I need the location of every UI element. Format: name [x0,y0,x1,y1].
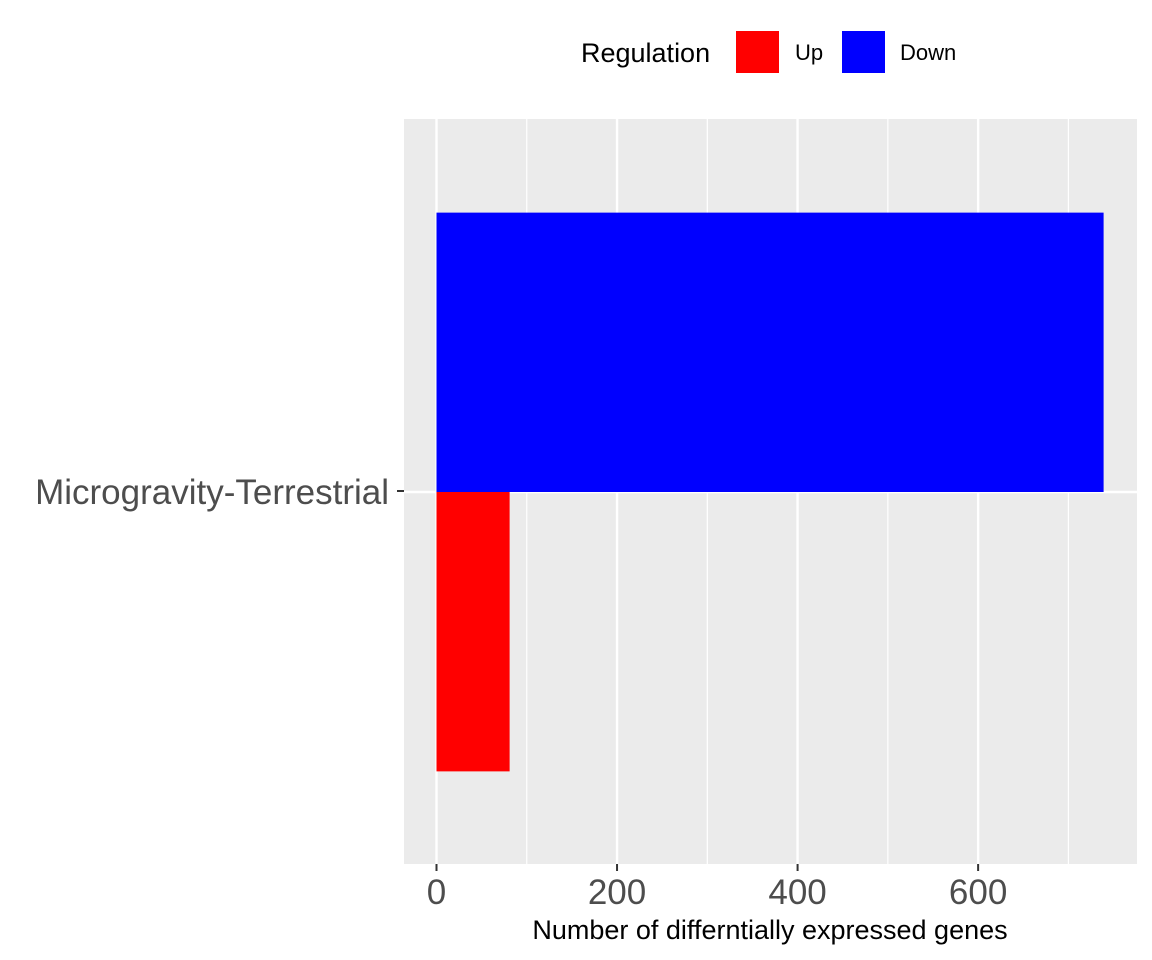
legend-label-up: Up [795,40,823,65]
y-tick-label: Microgravity-Terrestrial [35,473,389,512]
legend-title: Regulation [581,38,710,68]
x-tick-label: 0 [427,873,446,912]
y-axis: Microgravity-Terrestrial [35,473,404,512]
bar-up [436,492,510,772]
legend-swatch-up [736,31,779,73]
legend-swatch-down [842,31,885,73]
legend: Regulation Up Down [581,31,956,73]
bars [436,212,1104,772]
x-tick-label: 600 [949,873,1007,912]
legend-label-down: Down [900,40,956,65]
bar-down [436,212,1104,492]
x-tick-label: 200 [588,873,646,912]
x-tick-label: 400 [768,873,826,912]
x-axis: 0 200 400 600 [427,864,1007,912]
x-axis-title: Number of differntially expressed genes [532,915,1007,945]
